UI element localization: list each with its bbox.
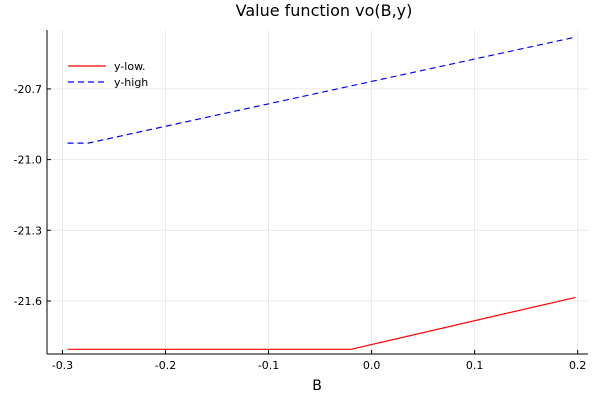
x-tick-label: -0.3	[52, 359, 73, 372]
series-group	[67, 36, 576, 350]
ticks: -0.3 -0.2 -0.1 0.0 0.1 0.2 -20.7 -21.0 -21.3 -21.…	[14, 83, 587, 372]
legend-label: y-low.	[114, 60, 146, 73]
y-tick-label: -21.3	[14, 224, 42, 237]
y-tick-label: -20.7	[14, 83, 42, 96]
x-tick-label: 0.0	[363, 359, 381, 372]
x-tick-label: 0.2	[569, 359, 587, 372]
x-tick-label: -0.2	[155, 359, 176, 372]
x-tick-label: 0.1	[466, 359, 484, 372]
chart-title: Value function vo(B,y)	[236, 1, 413, 20]
grid	[47, 30, 588, 354]
x-tick-label: -0.1	[258, 359, 279, 372]
series-line-y-low	[67, 296, 576, 350]
series-line-y-high	[67, 36, 576, 144]
y-tick-label: -21.6	[14, 295, 42, 308]
axes	[46, 30, 588, 355]
legend-label: y-high	[114, 76, 148, 89]
y-tick-label: -21.0	[14, 154, 42, 167]
x-axis-title: B	[312, 378, 322, 394]
legend: y-low. y-high	[68, 60, 148, 89]
